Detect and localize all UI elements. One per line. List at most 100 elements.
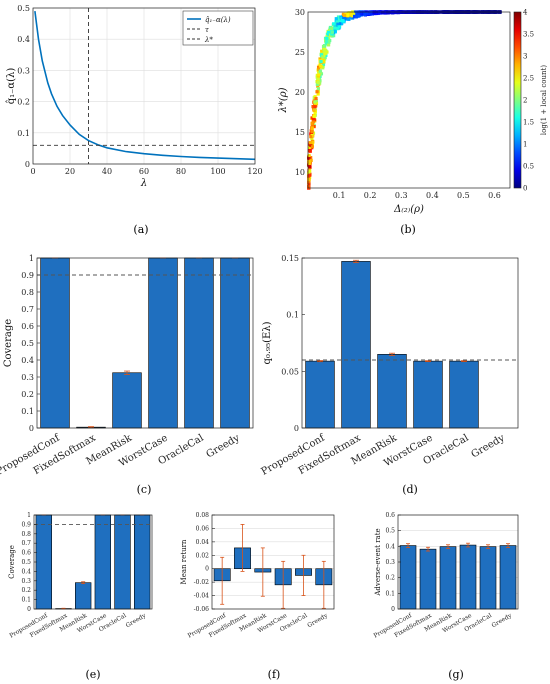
pb-heatmap-cell: [342, 16, 346, 20]
pb-heatmap-cell: [313, 110, 317, 114]
pg-bar-3: [459, 544, 477, 610]
pb-heatmap-cell: [307, 180, 311, 184]
pf-ytick-label-7: 0.08: [196, 512, 210, 519]
pd-bar-0: [305, 360, 335, 429]
pb-heatmap-cell: [396, 10, 401, 14]
pb-heatmap-cell: [319, 60, 323, 64]
pf-ytick-label-2: -0.02: [194, 579, 210, 586]
pa-ytick-label-2: 0.2: [17, 98, 30, 107]
pf-ytick-label-1: -0.04: [194, 593, 210, 600]
pc-bar-0: [40, 257, 70, 429]
pg-bar-0: [399, 545, 417, 610]
pc-ytick-label-0: 0: [29, 424, 34, 433]
pg-ylabel: Adverse-event rate: [374, 528, 382, 596]
pa-axes-box: [32, 7, 256, 165]
pb-heatmap-cell: [307, 156, 311, 160]
pb-heatmap-cell: [336, 22, 340, 26]
pb-heatmap-cell: [311, 131, 316, 135]
pg-ytick-label-4: 0.4: [385, 543, 395, 550]
panel-c-bar-chart: ProposedConfFixedSoftmaxMeanRiskWorstCas…: [0, 254, 254, 478]
pb-heatmap-cell: [347, 17, 351, 21]
pb-heatmap-cell: [325, 36, 329, 40]
pb-heatmap-cell: [321, 55, 325, 59]
pa-ytick-label-4: 0.4: [17, 35, 30, 44]
pb-heatmap-cell: [307, 153, 311, 158]
pg-bar-1: [419, 548, 437, 610]
pa-ytick-label-5: 0.5: [17, 4, 30, 13]
pf-ytick-label-3: 0: [205, 566, 209, 573]
pb-heatmap-cell: [333, 26, 337, 30]
pb-heatmap-cell: [356, 14, 360, 18]
pc-bar-4: [184, 257, 214, 429]
pa-xtick-label-1: 20: [65, 167, 75, 176]
pg-ytick-label-2: 0.2: [385, 575, 395, 582]
pb-heatmap-cell: [343, 13, 347, 17]
pe-bar-4: [114, 514, 131, 610]
pe-category-label-5: Greedy: [125, 612, 148, 629]
pb-xtick-label-4: 0.5: [457, 191, 470, 200]
pb-heatmap-cell: [316, 65, 321, 69]
pb-xlabel: Δ₍₂₎(ρ): [393, 204, 424, 215]
pc-ytick-label-1: 0.1: [21, 407, 34, 416]
pa-xtick-label-0: 0: [30, 167, 35, 176]
pb-heatmap-cell: [352, 14, 357, 19]
caption-g: (g): [448, 668, 464, 681]
pg-ytick-label-5: 0.5: [385, 528, 395, 535]
pb-colorbar-tick-1: 0.5: [523, 163, 534, 171]
pd-bar-2: [377, 354, 407, 429]
pe-ytick-label-3: 0.3: [21, 578, 31, 585]
pb-heatmap-cell: [330, 34, 334, 38]
pf-ytick-label-0: -0.06: [194, 606, 210, 613]
pc-ytick-label-10: 1: [29, 254, 34, 263]
pb-heatmap-cell: [313, 100, 317, 104]
pb-heatmap-cell: [323, 52, 328, 56]
pb-heatmap-cell: [327, 30, 331, 34]
pa-ytick-label-3: 0.3: [17, 66, 30, 75]
pc-bar-3: [148, 257, 178, 429]
pb-heatmap-cell: [326, 43, 331, 47]
pb-heatmap-cell: [310, 129, 314, 134]
pb-xtick-label-3: 0.4: [426, 191, 439, 200]
pb-heatmap-cell: [324, 40, 329, 44]
pb-heatmap-cell: [316, 80, 320, 85]
pb-heatmap-cell: [310, 116, 314, 120]
panel-d-bar-chart: ProposedConfFixedSoftmaxMeanRiskWorstCas…: [260, 254, 519, 478]
pb-colorbar-tick-0: 0: [523, 185, 527, 193]
pb-heatmap-cell: [310, 126, 314, 130]
pb-heatmap-cell: [349, 11, 354, 15]
pa-ytick-label-0: 0: [25, 160, 30, 169]
pd-bar-1: [341, 261, 371, 429]
pb-heatmap-cell: [309, 156, 313, 160]
pb-heatmap-cell: [335, 24, 340, 28]
pb-heatmap-cell: [363, 12, 367, 16]
pc-ytick-label-8: 0.8: [21, 288, 34, 297]
pe-ytick-label-8: 0.8: [21, 531, 31, 538]
pb-colorbar-tick-2: 1: [523, 141, 527, 149]
pb-heatmap-cell: [307, 176, 311, 181]
pb-heatmap-cell: [338, 22, 342, 26]
pe-ytick-label-0: 0: [27, 606, 31, 613]
pe-bar-0: [35, 514, 53, 610]
pf-category-label-5: Greedy: [306, 612, 329, 629]
pb-heatmap-cells: [307, 10, 502, 190]
panel-e-bar-chart: ProposedConfFixedSoftmaxMeanRiskWorstCas…: [8, 512, 153, 640]
caption-b: (b): [400, 223, 416, 236]
pb-heatmap-cell: [310, 145, 314, 149]
pb-heatmap-cell: [355, 12, 359, 16]
pb-heatmap-cell: [323, 55, 327, 60]
pc-ytick-label-9: 0.9: [21, 271, 34, 280]
pf-ytick-label-6: 0.06: [196, 525, 210, 532]
pc-bar-2: [112, 372, 142, 429]
pb-heatmap-cell: [313, 95, 317, 99]
pg-ytick-label-1: 0.1: [385, 590, 395, 597]
pb-heatmap-cell: [311, 117, 316, 122]
pb-heatmap-cell: [322, 60, 326, 64]
pd-ylabel: q₀.₉₅(Eλ): [262, 321, 273, 364]
pb-xtick-label-1: 0.2: [364, 191, 377, 200]
pb-heatmap-cell: [310, 121, 314, 125]
pg-ytick-label-3: 0.3: [385, 559, 395, 566]
pb-heatmap-cell: [309, 158, 313, 162]
pb-heatmap-cell: [308, 145, 312, 149]
pd-ytick-label-2: 0.1: [286, 311, 299, 320]
